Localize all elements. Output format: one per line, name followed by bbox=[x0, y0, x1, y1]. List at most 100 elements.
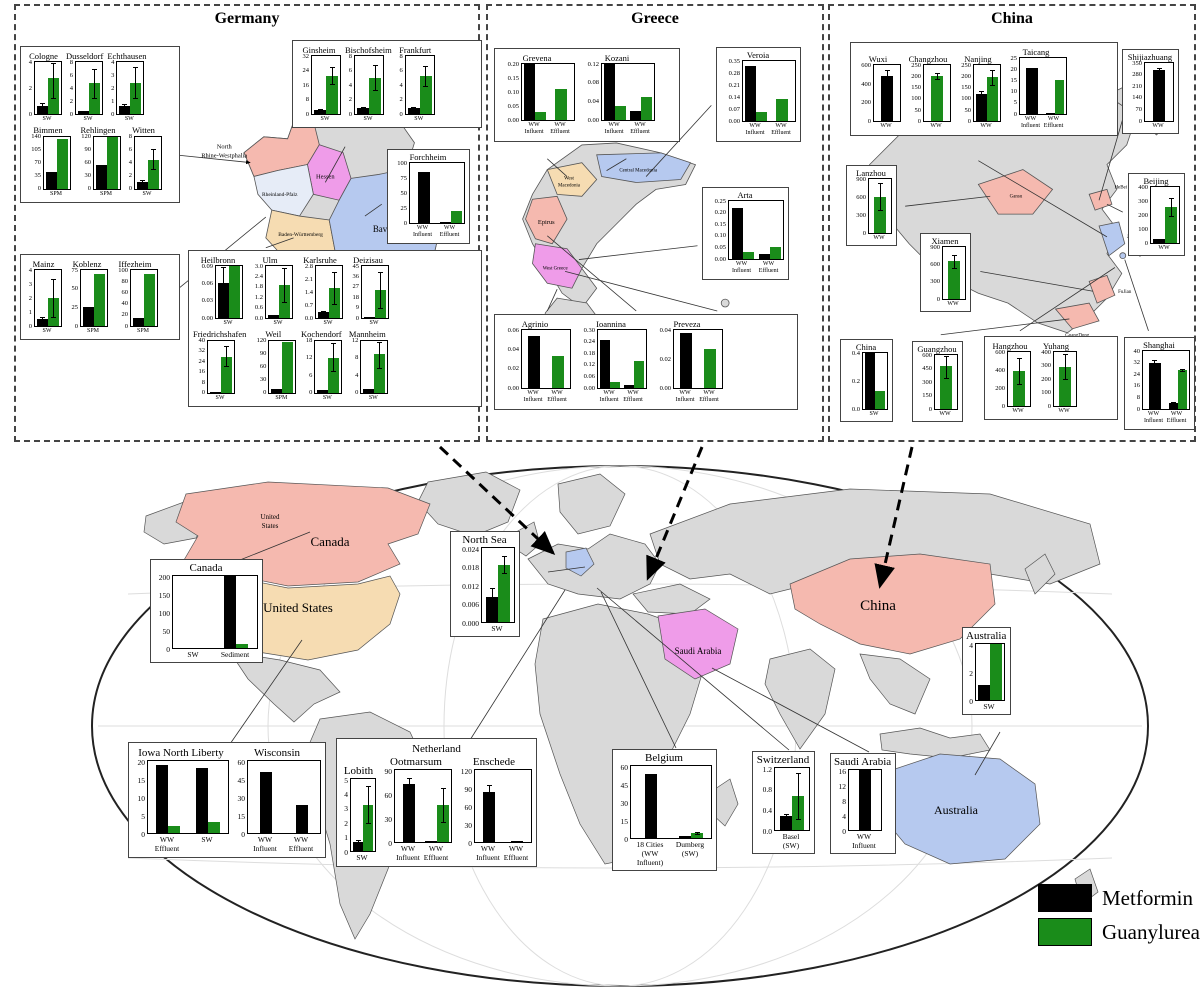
x-tick-label: SW bbox=[83, 116, 93, 123]
x-tick-label: WW Influent bbox=[1021, 116, 1040, 130]
y-axis: 0 1 2 3 4 bbox=[25, 267, 34, 329]
y-tick-label: 8 bbox=[1136, 394, 1140, 402]
panel-germany-title: Germany bbox=[214, 10, 280, 27]
chart-kochendorf: Kochendorf 0 6 12 18 SW bbox=[300, 329, 343, 401]
metformin-bar bbox=[318, 312, 329, 319]
x-tick-label: WW Effluent bbox=[154, 835, 180, 854]
y-tick-label: 2 bbox=[344, 818, 348, 828]
chart-preveza: Preveza 0.00 0.02 0.04 WW Influent WW Effluent bbox=[651, 319, 723, 405]
x-tick-label: Dumberg (SW) bbox=[675, 840, 705, 859]
chart-ulm: Ulm 0.0 0.6 1.2 1.8 2.4 3.0 SW bbox=[247, 255, 293, 327]
y-tick-label: 30 bbox=[237, 793, 246, 803]
chart-body: 0 8 16 24 32 40 bbox=[1128, 348, 1190, 412]
chart-body: 0 8 16 24 32 40 bbox=[193, 338, 246, 396]
y-tick-label: 0.012 bbox=[462, 581, 479, 591]
x-tick-label: WW bbox=[930, 123, 942, 130]
y-tick-label: 0.02 bbox=[507, 365, 519, 373]
x-tick-label: SW bbox=[368, 394, 378, 401]
y-tick-label: 0 bbox=[344, 847, 348, 857]
y-tick-label: 90 bbox=[464, 784, 473, 794]
error-bar bbox=[943, 356, 949, 379]
y-tick-label: 5 bbox=[1013, 99, 1017, 107]
y-tick-label: 0.28 bbox=[728, 69, 740, 77]
metformin-bar bbox=[353, 842, 363, 852]
chart-body: 0 50 100 150 200 250 bbox=[955, 62, 1001, 124]
x-tick-label: WW Effluent bbox=[630, 122, 650, 136]
y-axis: 0 4 8 12 bbox=[346, 338, 360, 396]
chart-title: Agrinio bbox=[521, 319, 549, 329]
y-tick-label: 300 bbox=[856, 211, 866, 219]
error-bar bbox=[365, 786, 371, 825]
x-tick-label: SW bbox=[320, 116, 330, 123]
y-tick-label: 8 bbox=[348, 52, 352, 60]
guanylurea-bar bbox=[282, 341, 294, 393]
legend-row-guanylurea: Guanylurea bbox=[1038, 918, 1200, 946]
chart-heilbronn: Heilbronn 0.00 0.03 0.06 0.09 SW bbox=[193, 255, 243, 327]
plot-area bbox=[93, 135, 121, 190]
metformin-bar bbox=[976, 94, 987, 122]
y-tick-label: 27 bbox=[352, 283, 360, 291]
y-tick-label: 5 bbox=[344, 775, 348, 785]
x-tick-label: 18 Cities (WW Influent) bbox=[636, 840, 664, 868]
bw-label: Baden-Württemberg bbox=[278, 232, 323, 238]
chart-title: Australia bbox=[966, 630, 1007, 642]
y-axis: 0 5 10 15 20 25 bbox=[1005, 55, 1019, 117]
chart-body: 0 30 60 90 120 bbox=[250, 338, 297, 396]
guanylurea-bar bbox=[875, 391, 885, 410]
y-axis: 0 15 30 45 60 bbox=[616, 764, 630, 843]
chart-body: 0 4 8 12 bbox=[346, 338, 389, 396]
y-tick-label: 0.30 bbox=[583, 326, 595, 334]
y-tick-label: 140 bbox=[1132, 94, 1142, 102]
y-tick-label: 400 bbox=[861, 80, 871, 88]
y-tick-label: 60 bbox=[84, 159, 92, 167]
chart-agrinio: Agrinio 0.00 0.02 0.04 0.06 WW Influent WW Efflu… bbox=[499, 319, 571, 405]
y-tick-label: 0.0 bbox=[304, 314, 313, 322]
x-tick-label: WW Influent bbox=[1144, 411, 1163, 425]
plot-area bbox=[973, 64, 1001, 123]
west-greece-label: West Greece bbox=[543, 266, 569, 271]
chart-body: 0 20 40 60 80 100 bbox=[112, 267, 158, 329]
plot-area bbox=[314, 339, 343, 394]
y-axis: 0 200 400 600 bbox=[989, 349, 1007, 409]
metformin-bar bbox=[403, 784, 415, 843]
plot-area bbox=[742, 60, 796, 123]
error-bar bbox=[331, 343, 337, 373]
y-axis: 0.00 0.07 0.14 0.21 0.28 0.35 bbox=[720, 58, 742, 124]
y-tick-label: 0 bbox=[37, 185, 41, 193]
alaska-label: United bbox=[260, 513, 280, 521]
chart-rehlingen: Rehlingen 0 30 60 90 120 SPM bbox=[75, 125, 121, 197]
guanylurea-bar bbox=[208, 822, 220, 834]
metformin-bar bbox=[630, 111, 641, 121]
y-tick-label: 0.2 bbox=[851, 377, 860, 385]
y-tick-label: 1 bbox=[28, 308, 32, 316]
metformin-bar bbox=[600, 340, 610, 389]
y-tick-label: 18 bbox=[352, 293, 360, 301]
error-bar bbox=[489, 588, 495, 607]
x-axis-labels: SW bbox=[215, 320, 241, 327]
metformin-bar bbox=[1168, 403, 1178, 410]
chart-guangzhou: Guangzhou 0 150 300 450 600 WW bbox=[912, 341, 963, 423]
y-tick-label: 2 bbox=[348, 96, 352, 104]
y-tick-label: 0 bbox=[403, 219, 407, 227]
y-axis: 0 2 4 6 8 bbox=[125, 134, 134, 192]
x-tick-label: Sediment bbox=[220, 650, 250, 660]
error-bar bbox=[1168, 198, 1174, 217]
island bbox=[720, 298, 730, 308]
y-tick-label: 8 bbox=[201, 378, 205, 386]
y-tick-label: 4 bbox=[111, 58, 115, 66]
y-tick-label: 45 bbox=[620, 780, 629, 790]
metformin-bar bbox=[758, 254, 770, 260]
chart-title: Guangzhou bbox=[917, 344, 957, 354]
x-axis-labels: SW bbox=[265, 320, 291, 327]
chart-friedrichshafen: Friedrichshafen 0 8 16 24 32 40 SW bbox=[193, 329, 246, 401]
error-bar bbox=[332, 271, 337, 306]
chart-title: Canada bbox=[189, 562, 223, 574]
y-tick-label: 0 bbox=[969, 696, 973, 706]
bavaria-label: Bavaria bbox=[373, 224, 401, 234]
x-axis-labels: WW Influent WW Effluent bbox=[742, 123, 794, 137]
plot-area bbox=[728, 200, 784, 261]
y-tick-label: 0 bbox=[1047, 402, 1051, 410]
y-tick-label: 15 bbox=[137, 775, 146, 785]
y-tick-label: 2.1 bbox=[304, 275, 313, 283]
error-bar bbox=[221, 267, 226, 301]
